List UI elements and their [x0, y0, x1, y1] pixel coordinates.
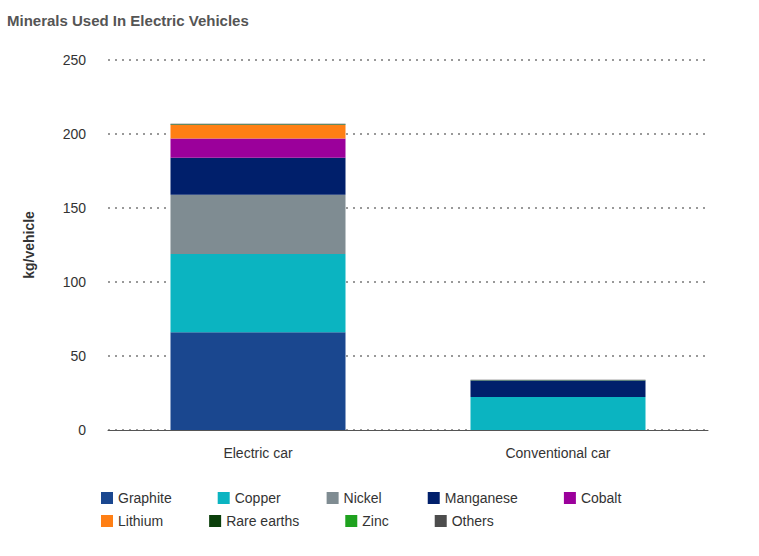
svg-text:Manganese: Manganese — [445, 490, 518, 506]
svg-text:Rare earths: Rare earths — [226, 513, 299, 529]
svg-text:kg/vehicle: kg/vehicle — [21, 211, 37, 279]
svg-text:Zinc: Zinc — [362, 513, 388, 529]
svg-text:Electric car: Electric car — [223, 445, 293, 461]
svg-text:150: 150 — [63, 200, 87, 216]
svg-text:200: 200 — [63, 126, 87, 142]
svg-text:Conventional car: Conventional car — [505, 445, 610, 461]
svg-text:100: 100 — [63, 274, 87, 290]
svg-text:Copper: Copper — [235, 490, 281, 506]
svg-text:250: 250 — [63, 52, 87, 68]
svg-text:0: 0 — [78, 422, 86, 438]
svg-text:Graphite: Graphite — [118, 490, 172, 506]
svg-text:Minerals Used In Electric Vehi: Minerals Used In Electric Vehicles — [7, 12, 249, 29]
svg-text:Nickel: Nickel — [344, 490, 382, 506]
svg-text:Lithium: Lithium — [118, 513, 163, 529]
svg-text:Cobalt: Cobalt — [581, 490, 622, 506]
svg-text:50: 50 — [70, 348, 86, 364]
svg-text:Others: Others — [452, 513, 494, 529]
